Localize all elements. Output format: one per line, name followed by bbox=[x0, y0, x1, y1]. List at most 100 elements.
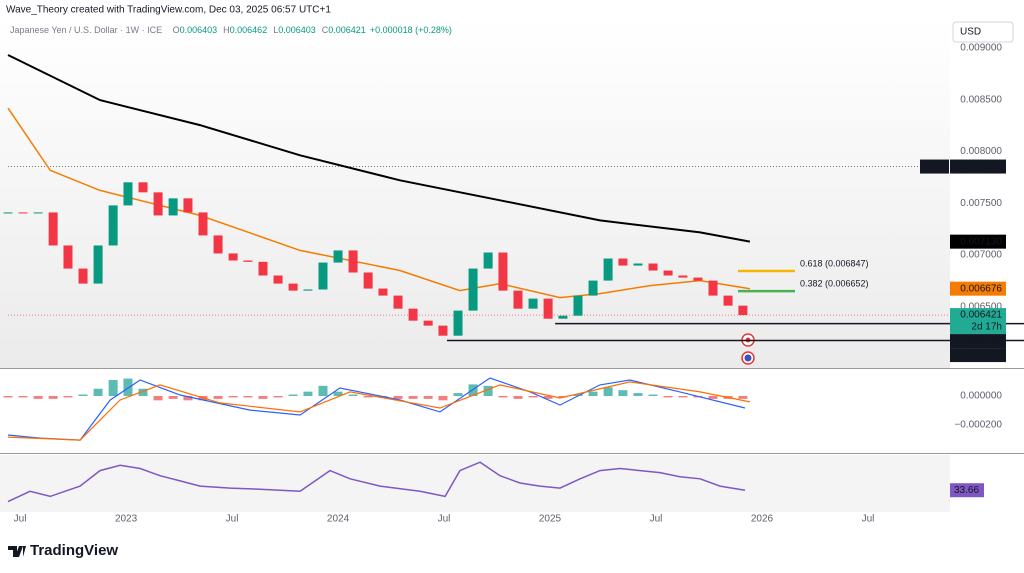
candle bbox=[318, 262, 328, 290]
moving-average bbox=[7, 54, 751, 243]
y-tick-label: 0.009000 bbox=[960, 43, 1002, 54]
x-tick-label: Jul bbox=[650, 514, 663, 525]
candle bbox=[48, 212, 58, 246]
histogram-bar bbox=[153, 395, 163, 401]
price-label-box bbox=[950, 281, 1006, 296]
symbol-legend: Japanese Yen / U.S. Dollar · 1W · ICE O0… bbox=[10, 25, 452, 35]
ohlc-key: O bbox=[173, 25, 180, 35]
ohlc-key: C bbox=[322, 25, 329, 35]
candle bbox=[693, 277, 703, 281]
candle bbox=[63, 245, 73, 269]
histogram-bar bbox=[48, 395, 58, 399]
x-tick-label: Jul bbox=[14, 514, 27, 525]
histogram-bar bbox=[228, 395, 238, 398]
candle bbox=[738, 305, 748, 316]
candle bbox=[153, 192, 163, 216]
ohlc-value: 0.006403 bbox=[180, 25, 218, 35]
change: +0.000018 (+0.28%) bbox=[370, 25, 452, 35]
histogram-bar bbox=[363, 395, 373, 398]
ohlc-value: 0.006421 bbox=[328, 25, 366, 35]
price-label-box bbox=[950, 308, 1006, 335]
histogram-bar bbox=[663, 395, 673, 398]
histogram-bar bbox=[258, 395, 268, 399]
fib-label: 0.382 (0.006652) bbox=[800, 279, 869, 289]
histogram-bar bbox=[213, 395, 223, 399]
candle bbox=[498, 252, 508, 291]
candle bbox=[603, 258, 613, 281]
y-tick-label: 0.008500 bbox=[960, 94, 1002, 105]
rsi-line bbox=[7, 461, 746, 503]
x-tick-label: 2023 bbox=[115, 514, 138, 525]
histogram-bar bbox=[498, 395, 508, 398]
moving-average bbox=[7, 107, 751, 299]
histogram-bar bbox=[93, 388, 103, 396]
currency-button[interactable] bbox=[952, 21, 1014, 43]
x-tick-label: Jul bbox=[862, 514, 875, 525]
histogram-bar bbox=[573, 394, 583, 396]
histogram-bar bbox=[183, 395, 193, 401]
histogram-bar bbox=[648, 394, 658, 396]
fib-label: 0.618 (0.006847) bbox=[800, 258, 869, 268]
macd-line bbox=[7, 377, 746, 441]
candle bbox=[513, 290, 523, 309]
candle bbox=[78, 268, 88, 284]
candle bbox=[93, 245, 103, 284]
ohlc-key: L bbox=[273, 25, 278, 35]
histogram-bar bbox=[33, 395, 43, 399]
brand-logo bbox=[8, 546, 26, 557]
ohlc-value: 0.006462 bbox=[230, 25, 268, 35]
ohlc-value: 0.006403 bbox=[278, 25, 316, 35]
candle bbox=[663, 270, 673, 276]
histogram-bar bbox=[453, 393, 463, 396]
candle bbox=[438, 325, 448, 336]
histogram-bar bbox=[708, 395, 718, 399]
attribution: Wave_Theory created with TradingView.com… bbox=[6, 5, 331, 16]
histogram-bar bbox=[513, 395, 523, 399]
histogram-bar bbox=[423, 395, 433, 399]
x-tick-label: Jul bbox=[226, 514, 239, 525]
histogram-bar bbox=[303, 391, 313, 396]
candle bbox=[678, 275, 688, 278]
price-label: High bbox=[924, 161, 945, 172]
histogram-bar bbox=[558, 395, 568, 398]
candle bbox=[138, 182, 148, 193]
candle bbox=[108, 205, 118, 246]
histogram-bar bbox=[543, 395, 553, 399]
histogram-bar bbox=[393, 395, 403, 399]
histogram-bar bbox=[168, 395, 178, 399]
price-label-box bbox=[950, 334, 1006, 349]
price-label: 0.006176 bbox=[960, 350, 1002, 361]
event-icon-flag bbox=[744, 354, 752, 362]
histogram-bar bbox=[333, 391, 343, 396]
y-tick-label: 0.008000 bbox=[960, 146, 1002, 157]
candle bbox=[243, 260, 253, 262]
price-label-box bbox=[950, 234, 1006, 249]
y-tick-label: 0.000000 bbox=[960, 391, 1002, 402]
histogram-bar bbox=[603, 387, 613, 396]
candle bbox=[198, 212, 208, 236]
price-label-box bbox=[950, 348, 1006, 363]
candle bbox=[18, 212, 28, 214]
candle bbox=[123, 182, 133, 206]
ohlc-key: H bbox=[223, 25, 230, 35]
histogram-bar bbox=[438, 395, 448, 401]
price-label: 0.006339 bbox=[960, 336, 1002, 347]
price-pane bbox=[0, 20, 950, 368]
x-tick-label: Jul bbox=[438, 514, 451, 525]
currency[interactable]: USD bbox=[960, 27, 981, 38]
histogram-bar bbox=[588, 391, 598, 396]
candle bbox=[408, 308, 418, 321]
histogram-bar bbox=[243, 395, 253, 398]
histogram-bar bbox=[78, 394, 88, 396]
candle bbox=[228, 253, 238, 261]
price-label: 0.006676 bbox=[960, 283, 1002, 294]
candle bbox=[708, 280, 718, 296]
candle bbox=[648, 263, 658, 271]
price-label: 0.007130 bbox=[960, 236, 1002, 247]
histogram-bar bbox=[348, 394, 358, 396]
candle bbox=[363, 272, 373, 289]
histogram-bar bbox=[63, 395, 73, 398]
candle bbox=[378, 288, 388, 296]
candle bbox=[618, 258, 628, 266]
